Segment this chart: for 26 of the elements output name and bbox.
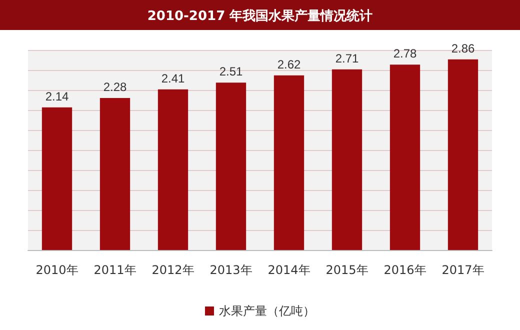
x-tick-label: 2013年	[210, 263, 252, 277]
legend-label: 水果产量（亿吨）	[219, 304, 315, 318]
data-label: 2.78	[393, 46, 417, 61]
chart-title: 2010-2017 年我国水果产量情况统计	[147, 8, 373, 24]
x-tick-label: 2012年	[152, 263, 194, 277]
x-tick-label: 2017年	[442, 263, 484, 277]
bar	[274, 75, 304, 250]
bar	[216, 82, 246, 250]
data-label: 2.14	[45, 89, 69, 104]
bar	[158, 89, 188, 250]
data-label: 2.62	[277, 57, 301, 72]
data-label: 2.71	[335, 51, 359, 66]
bar	[390, 64, 420, 250]
bar	[100, 98, 130, 250]
data-label: 2.28	[103, 80, 127, 94]
x-tick-label: 2011年	[94, 263, 136, 277]
bar	[42, 107, 72, 250]
data-label: 2.41	[161, 71, 185, 86]
data-label: 2.51	[219, 64, 243, 79]
x-tick-label: 2016年	[384, 263, 426, 277]
bar	[332, 69, 362, 250]
x-tick-label: 2014年	[268, 263, 310, 277]
data-label: 2.86	[451, 41, 475, 56]
x-tick-label: 2015年	[326, 263, 368, 277]
x-tick-label: 2010年	[36, 263, 78, 277]
bar	[448, 59, 478, 250]
